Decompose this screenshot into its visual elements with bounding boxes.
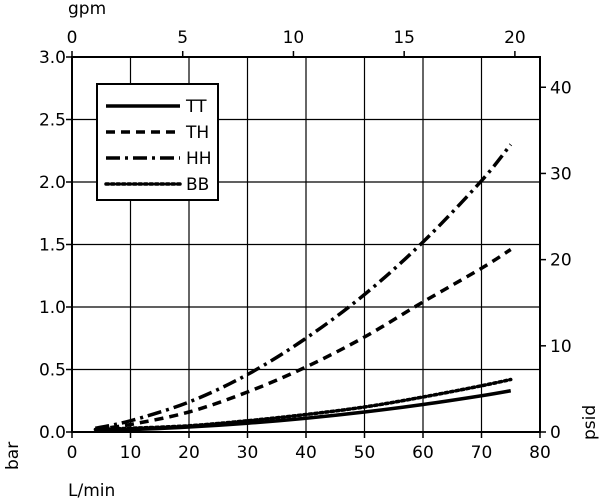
y-tick-label: 1.0 (39, 298, 66, 318)
y-axis-label: bar (3, 442, 23, 470)
x-axis-label: L/min (68, 481, 115, 501)
series-line-bb (93, 377, 513, 432)
x2-tick-label: 5 (177, 28, 188, 48)
y2-axis-label: psid (580, 405, 600, 440)
x2-tick-label: 10 (283, 28, 305, 48)
y2-tick-label: 40 (550, 78, 572, 98)
x2-tick-label: 0 (67, 28, 78, 48)
series-line-tt (95, 389, 512, 432)
legend-label-th: TH (185, 123, 209, 143)
x-tick-label: 60 (412, 443, 434, 463)
series-lines (93, 143, 513, 432)
x-tick-label: 0 (67, 443, 78, 463)
series-line-hh (95, 143, 513, 430)
x-tick-label: 20 (178, 443, 200, 463)
y2-tick-label: 10 (550, 337, 572, 357)
x2-tick-label: 15 (393, 28, 415, 48)
legend-label-bb: BB (186, 175, 209, 195)
y-tick-label: 0.0 (39, 423, 66, 443)
x-tick-label: 50 (354, 443, 376, 463)
x-tick-label: 70 (471, 443, 493, 463)
y-tick-label: 2.5 (39, 111, 66, 131)
x-tick-label: 30 (237, 443, 259, 463)
legend-label-tt: TT (185, 97, 207, 117)
x-tick-label: 80 (529, 443, 551, 463)
y-tick-label: 3.0 (39, 48, 66, 68)
y-tick-label: 0.5 (39, 361, 66, 381)
x-tick-label: 10 (120, 443, 142, 463)
plot-frame (71, 56, 541, 433)
y-tick-label: 1.5 (39, 236, 66, 256)
legend-box (96, 83, 219, 201)
tick-labels: 0 10 20 30 40 50 60 70 800.00.51.01.52.02.53.00 5… (39, 28, 572, 463)
legend-label-hh: HH (186, 149, 212, 169)
y2-tick-label: 0 (550, 423, 561, 443)
y2-tick-label: 30 (550, 164, 572, 184)
legend: TT TH HH BB (96, 83, 219, 201)
y2-tick-label: 20 (550, 251, 572, 271)
x2-axis-label: gpm (68, 0, 106, 19)
x-tick-label: 40 (295, 443, 317, 463)
x2-tick-label: 20 (504, 28, 526, 48)
y-tick-label: 2.0 (39, 173, 66, 193)
